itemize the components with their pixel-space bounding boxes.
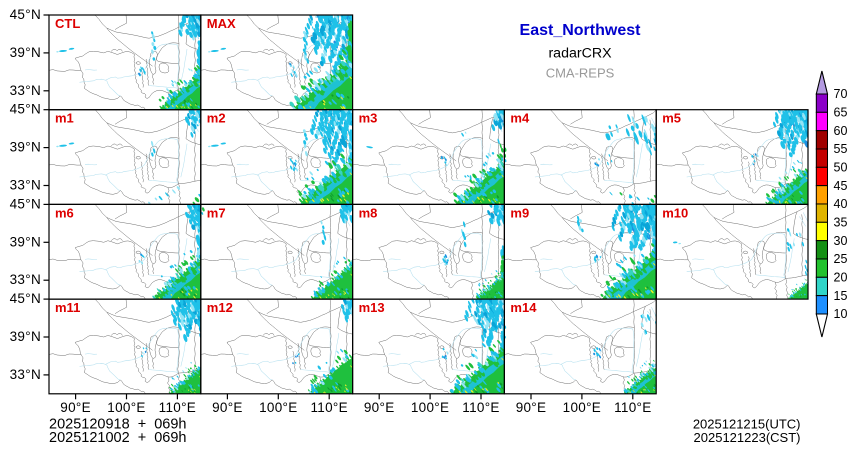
svg-text:100°E: 100°E	[563, 400, 601, 415]
svg-text:110°E: 110°E	[462, 400, 499, 415]
svg-text:m2: m2	[207, 111, 226, 126]
svg-text:radarCRX: radarCRX	[548, 46, 612, 62]
svg-text:m4: m4	[510, 111, 530, 126]
svg-text:45°N: 45°N	[10, 196, 41, 211]
svg-text:39°N: 39°N	[10, 140, 41, 155]
svg-text:45°N: 45°N	[10, 291, 41, 306]
svg-text:39°N: 39°N	[10, 45, 41, 60]
svg-text:m9: m9	[510, 205, 529, 220]
svg-text:m12: m12	[207, 300, 233, 315]
svg-text:100°E: 100°E	[259, 400, 297, 415]
svg-text:39°N: 39°N	[10, 234, 41, 249]
svg-text:40: 40	[834, 197, 848, 211]
svg-text:30: 30	[834, 234, 848, 248]
svg-text:33°N: 33°N	[10, 178, 41, 193]
svg-text:70: 70	[834, 87, 848, 101]
svg-text:65: 65	[834, 106, 848, 120]
svg-text:39°N: 39°N	[10, 329, 41, 344]
svg-text:m7: m7	[207, 205, 226, 220]
svg-text:100°E: 100°E	[411, 400, 449, 415]
svg-text:m11: m11	[55, 300, 80, 315]
svg-text:East_Northwest: East_Northwest	[520, 22, 642, 39]
svg-text:CTL: CTL	[55, 16, 80, 31]
svg-text:90°E: 90°E	[60, 400, 91, 415]
svg-text:110°E: 110°E	[614, 400, 651, 415]
svg-text:2025121215(UTC): 2025121215(UTC)	[693, 417, 801, 432]
svg-text:20: 20	[834, 271, 848, 285]
svg-text:100°E: 100°E	[107, 400, 145, 415]
svg-text:2025120918 + 069h: 2025120918 + 069h	[49, 417, 186, 433]
svg-text:m6: m6	[55, 205, 74, 220]
svg-text:45: 45	[834, 179, 848, 193]
svg-text:CMA-REPS: CMA-REPS	[546, 66, 615, 81]
svg-text:m13: m13	[359, 300, 385, 315]
svg-text:90°E: 90°E	[364, 400, 395, 415]
svg-text:45°N: 45°N	[10, 102, 41, 117]
svg-text:110°E: 110°E	[159, 400, 196, 415]
svg-text:45°N: 45°N	[10, 7, 41, 22]
svg-text:MAX: MAX	[207, 16, 236, 31]
svg-text:m14: m14	[510, 300, 537, 315]
svg-text:2025121002 + 069h: 2025121002 + 069h	[49, 430, 186, 446]
svg-text:33°N: 33°N	[10, 272, 41, 287]
svg-text:55: 55	[834, 142, 848, 156]
svg-text:m1: m1	[55, 111, 74, 126]
svg-text:25: 25	[834, 252, 848, 266]
svg-text:m3: m3	[359, 111, 378, 126]
svg-text:110°E: 110°E	[310, 400, 347, 415]
svg-text:15: 15	[834, 289, 848, 303]
svg-text:60: 60	[834, 124, 848, 138]
svg-text:90°E: 90°E	[516, 400, 547, 415]
svg-text:m10: m10	[662, 205, 688, 220]
svg-text:2025121223(CST): 2025121223(CST)	[694, 430, 801, 445]
svg-text:m5: m5	[662, 111, 681, 126]
svg-text:50: 50	[834, 161, 848, 175]
svg-text:90°E: 90°E	[212, 400, 243, 415]
svg-text:35: 35	[834, 216, 848, 230]
svg-text:33°N: 33°N	[10, 83, 41, 98]
svg-text:m8: m8	[359, 205, 378, 220]
svg-text:33°N: 33°N	[10, 367, 41, 382]
svg-text:10: 10	[834, 307, 848, 321]
